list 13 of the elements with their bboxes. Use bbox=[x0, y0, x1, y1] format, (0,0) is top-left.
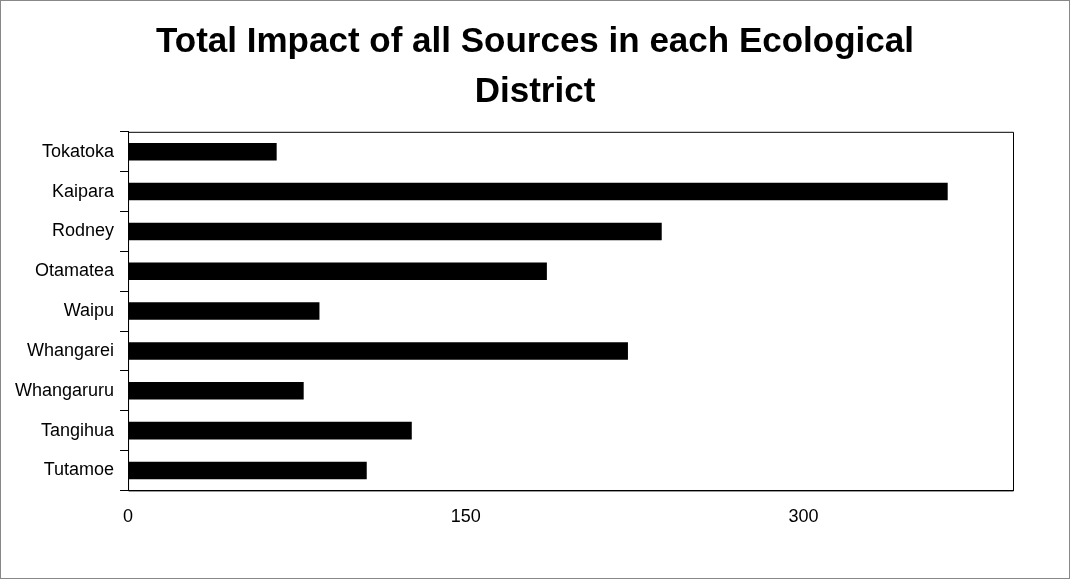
y-tick-label: Whangaruru bbox=[14, 379, 115, 400]
chart-title: Total Impact of all Sources in each Ecological District bbox=[155, 19, 915, 111]
x-tick-label: 150 bbox=[450, 506, 481, 527]
x-tick-label: 0 bbox=[123, 506, 134, 527]
y-tick-label: Tokatoka bbox=[42, 140, 116, 161]
y-tick-label: Tutamoe bbox=[43, 459, 115, 480]
y-tick-label: Waipu bbox=[63, 300, 115, 321]
y-tick-label: Kaipara bbox=[52, 180, 116, 201]
y-tick-label: Whangarei bbox=[27, 339, 115, 360]
y-tick-label: Rodney bbox=[52, 220, 115, 241]
y-tick-label: Otamatea bbox=[35, 260, 116, 281]
x-tick-label: 300 bbox=[788, 506, 819, 527]
y-tick-label: Tangihua bbox=[40, 419, 116, 440]
